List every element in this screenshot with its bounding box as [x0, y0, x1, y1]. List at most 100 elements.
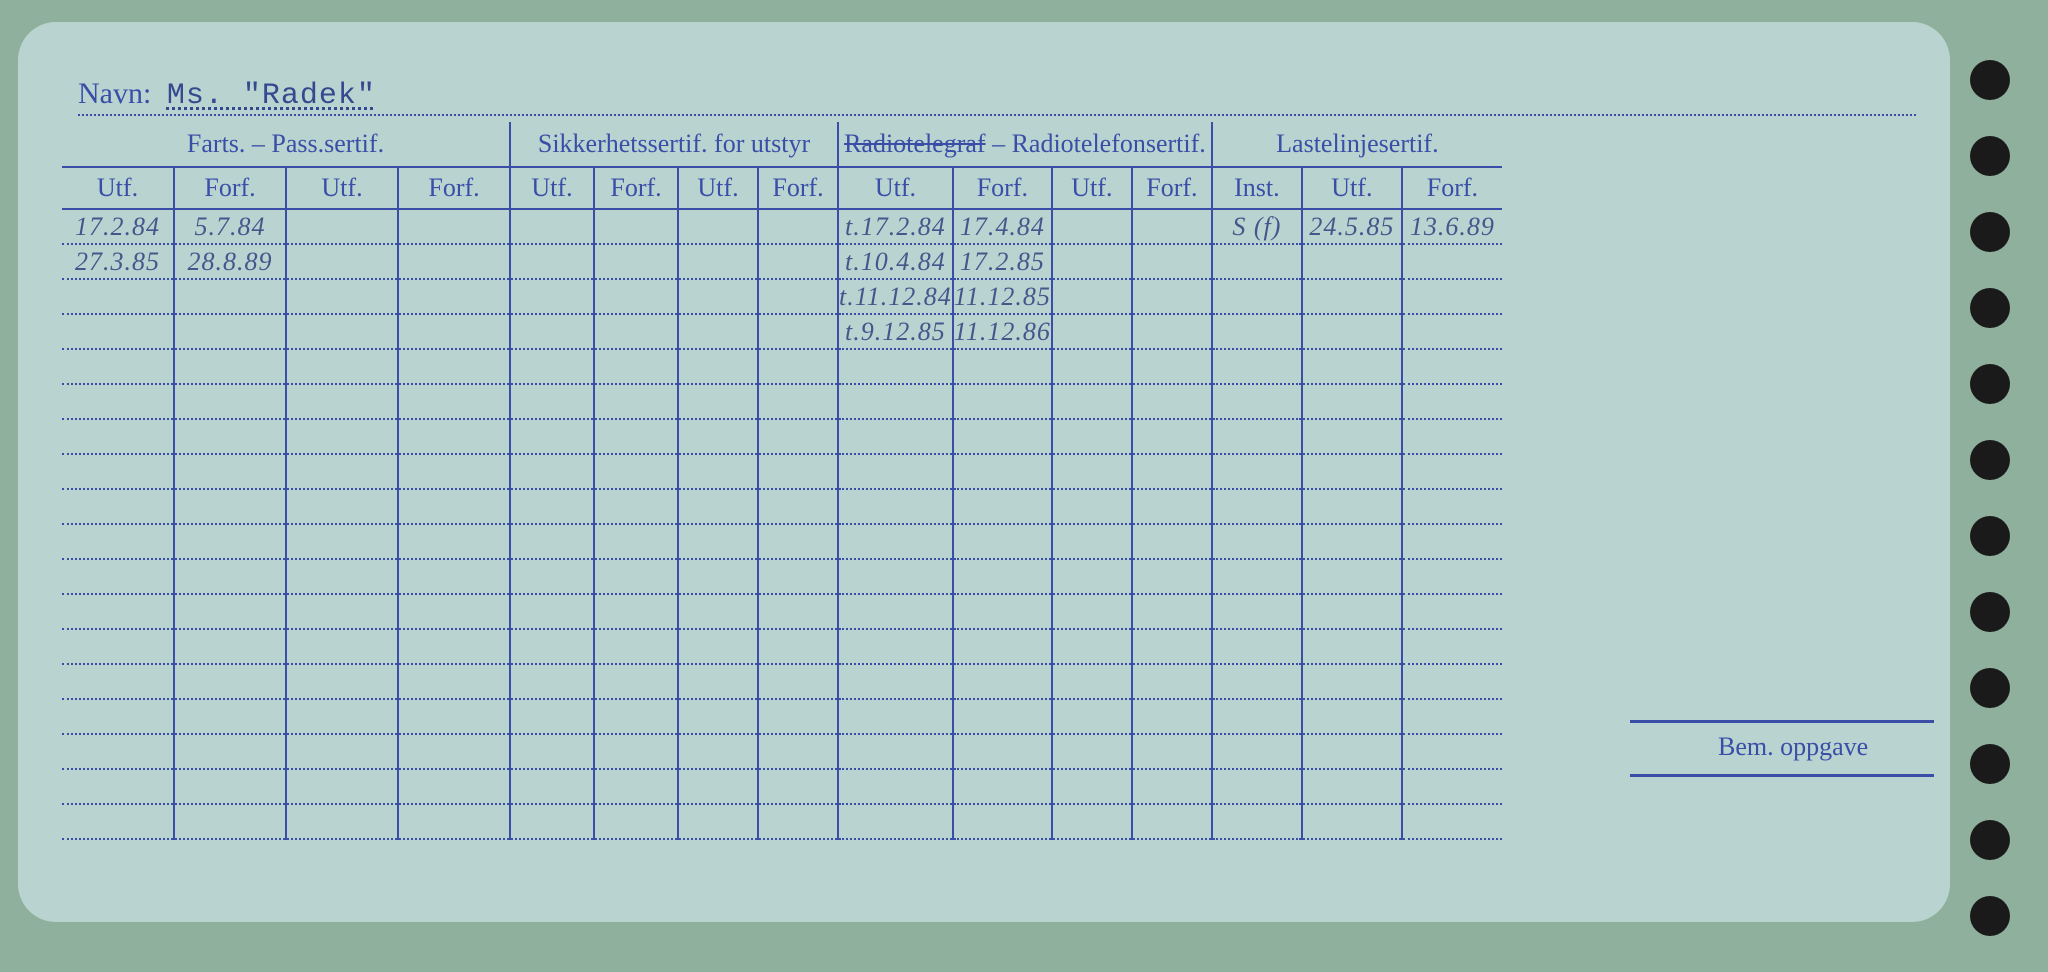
cell: [953, 349, 1052, 384]
cell: [953, 804, 1052, 839]
table-row: [62, 699, 1502, 734]
col-utf-6: Utf.: [1052, 167, 1132, 209]
cell: [1132, 629, 1212, 664]
cell: 11.12.86: [953, 314, 1052, 349]
cell: [62, 804, 174, 839]
cell: [1132, 594, 1212, 629]
col-forf-7: Forf.: [1402, 167, 1502, 209]
cell: [1052, 594, 1132, 629]
cell: [678, 419, 758, 454]
handwritten-value: 13.6.89: [1410, 212, 1495, 241]
cell: [758, 524, 838, 559]
cell: [174, 524, 286, 559]
cell: [678, 594, 758, 629]
cell: [398, 734, 510, 769]
cell: [953, 699, 1052, 734]
cell: [1302, 454, 1402, 489]
cell: [62, 419, 174, 454]
handwritten-value: 17.4.84: [960, 212, 1045, 241]
cell: [838, 629, 953, 664]
cell: [1052, 804, 1132, 839]
hole-icon: [1970, 820, 2010, 860]
cell: [286, 279, 398, 314]
cell: [286, 209, 398, 244]
group-header-row: Farts. – Pass.sertif. Sikkerhetssertif. …: [62, 122, 1502, 167]
cell: [398, 314, 510, 349]
cell: [398, 594, 510, 629]
cell: [1402, 734, 1502, 769]
cell: [758, 279, 838, 314]
cell: [62, 314, 174, 349]
cell: [174, 489, 286, 524]
cell: [1302, 769, 1402, 804]
cell: 17.2.85: [953, 244, 1052, 279]
table-row: t.9.12.8511.12.86: [62, 314, 1502, 349]
cell: [678, 734, 758, 769]
cell: [1402, 769, 1502, 804]
cell: [510, 489, 594, 524]
cell: [1402, 314, 1502, 349]
cell: [1402, 279, 1502, 314]
cell: [286, 769, 398, 804]
col-utf-1: Utf.: [62, 167, 174, 209]
cell: [286, 629, 398, 664]
cell: [953, 594, 1052, 629]
cell: [286, 559, 398, 594]
hole-icon: [1970, 744, 2010, 784]
cell: [286, 314, 398, 349]
cell: [1132, 419, 1212, 454]
sub-header-row: Utf. Forf. Utf. Forf. Utf. Forf. Utf. Fo…: [62, 167, 1502, 209]
cell: [1052, 454, 1132, 489]
cell: [510, 384, 594, 419]
cell: [510, 734, 594, 769]
cell: [594, 279, 678, 314]
cell: [1052, 734, 1132, 769]
cell: t.9.12.85: [838, 314, 953, 349]
cell: [1302, 419, 1402, 454]
cell: [1302, 349, 1402, 384]
cell: [1402, 244, 1502, 279]
cell: [758, 314, 838, 349]
name-row: Navn: Ms. "Radek": [78, 77, 376, 113]
cell: [678, 314, 758, 349]
cell: [594, 489, 678, 524]
cell: [286, 699, 398, 734]
handwritten-value: t.10.4.84: [845, 247, 946, 276]
table-row: [62, 349, 1502, 384]
cell: [678, 559, 758, 594]
cell: [1212, 804, 1302, 839]
cell: 24.5.85: [1302, 209, 1402, 244]
cell: [1302, 244, 1402, 279]
table-body: 17.2.845.7.84t.17.2.8417.4.84S (f)24.5.8…: [62, 209, 1502, 839]
cell: [62, 734, 174, 769]
cell: [838, 594, 953, 629]
handwritten-value: t.9.12.85: [845, 317, 946, 346]
hole-icon: [1970, 896, 2010, 936]
cell: [758, 384, 838, 419]
col-inst: Inst.: [1212, 167, 1302, 209]
group-sikkerhet: Sikkerhetssertif. for utstyr: [510, 122, 838, 167]
cell: [758, 594, 838, 629]
cell: [62, 699, 174, 734]
cell: [758, 734, 838, 769]
hole-icon: [1970, 60, 2010, 100]
cell: [174, 454, 286, 489]
cell: [1402, 454, 1502, 489]
cell: t.10.4.84: [838, 244, 953, 279]
cell: [1212, 279, 1302, 314]
cell: [1302, 629, 1402, 664]
cell: [953, 524, 1052, 559]
cell: 5.7.84: [174, 209, 286, 244]
cell: [594, 699, 678, 734]
cell: [286, 664, 398, 699]
cell: [1402, 419, 1502, 454]
cell: [1132, 699, 1212, 734]
cell: [398, 664, 510, 699]
col-forf-4: Forf.: [758, 167, 838, 209]
col-utf-2: Utf.: [286, 167, 398, 209]
table-row: [62, 734, 1502, 769]
cell: t.11.12.84: [838, 279, 953, 314]
table-row: [62, 489, 1502, 524]
cell: [398, 629, 510, 664]
cell: [953, 419, 1052, 454]
